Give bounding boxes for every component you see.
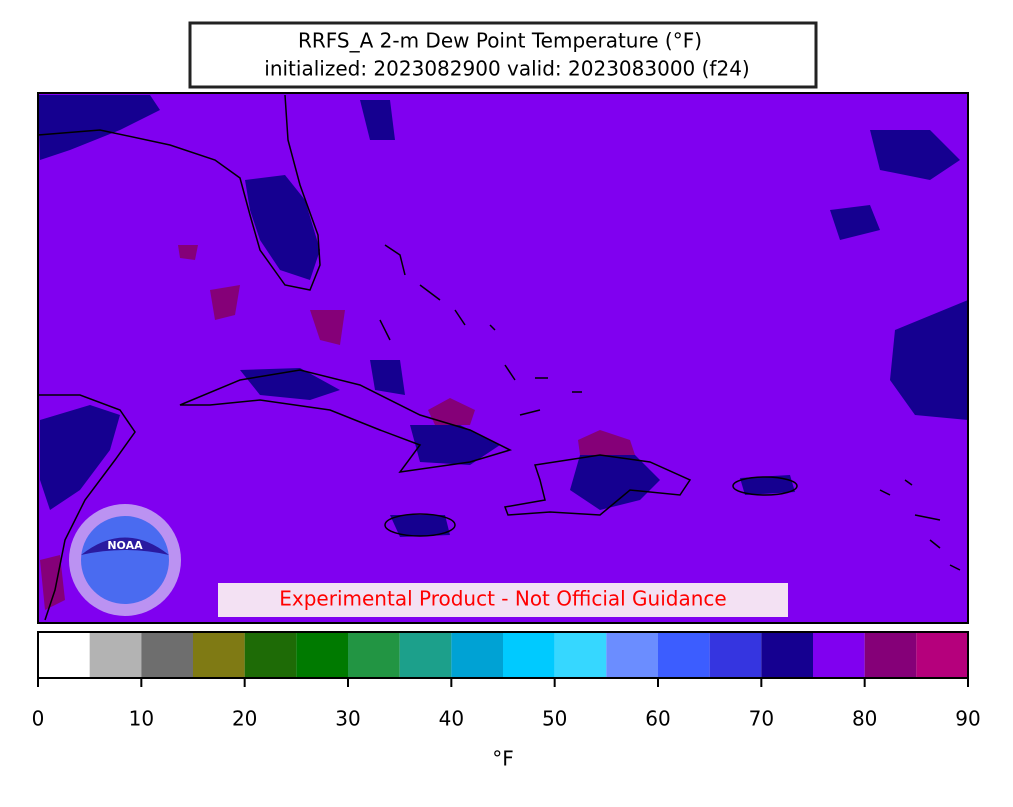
coastline: [37, 94, 321, 291]
colorbar-segment: [89, 632, 142, 678]
disclaimer: Experimental Product - Not Official Guid…: [279, 587, 726, 611]
map-background: [38, 93, 968, 623]
subtitle: initialized: 2023082900 valid: 202308300…: [264, 57, 749, 81]
patch: [890, 300, 968, 420]
patch: [360, 100, 395, 140]
colorbar-segment: [554, 632, 607, 678]
colorbar-segment: [761, 632, 813, 678]
map-area: NOAA Experimental Product - Not Official…: [37, 92, 969, 624]
coastline: [179, 369, 513, 473]
patch: [410, 425, 500, 465]
colorbar: 0 10 20 30 40 50 60 70 80 90: [32, 631, 981, 731]
colorbar-segment: [606, 632, 658, 678]
logo-bird: [81, 537, 169, 555]
coastline: [503, 454, 692, 516]
patch: [178, 245, 198, 260]
colorbar-segment: [503, 632, 555, 678]
colorbar-tick-label: 90: [955, 707, 980, 731]
title-box: [188, 21, 818, 89]
colorbar-segment: [916, 632, 968, 678]
colorbar-segment: [813, 632, 865, 678]
colorbar-segment: [399, 632, 452, 678]
colorbar-segment: [658, 632, 710, 678]
patch: [310, 310, 345, 345]
dewpoint-70s-areas: [38, 95, 968, 537]
colorbar-segment: [38, 632, 90, 678]
colorbar-tick-label: 10: [129, 707, 154, 731]
colorbar-frame: [37, 631, 969, 679]
colorbar-segment: [864, 632, 917, 678]
colorbar-tick-label: 60: [645, 707, 670, 731]
logo-text: NOAA: [107, 539, 143, 552]
colorbar-segment: [451, 632, 503, 678]
islands: [379, 244, 961, 571]
title: RRFS_A 2-m Dew Point Temperature (°F): [298, 29, 702, 53]
coastline: [732, 476, 798, 496]
colorbar-tick-label: 70: [749, 707, 774, 731]
patch: [38, 95, 160, 160]
colorbar-segment: [244, 632, 297, 678]
colorbar-tick-label: 30: [335, 707, 360, 731]
patch: [390, 515, 450, 537]
patch: [740, 475, 795, 495]
patch: [578, 430, 635, 455]
colorbar-segment: [296, 632, 348, 678]
colorbar-segment: [141, 632, 193, 678]
patch: [830, 205, 880, 240]
patch: [428, 398, 475, 425]
patch: [870, 130, 960, 180]
logo-inner: [81, 516, 169, 604]
patch: [570, 455, 660, 510]
patch: [370, 360, 405, 395]
coastline: [384, 513, 456, 537]
colorbar-segment: [193, 632, 245, 678]
colorbar-tick-label: 50: [542, 707, 567, 731]
patch: [245, 175, 320, 280]
colorbar-tick-label: 40: [439, 707, 464, 731]
colorbar-tick-label: 20: [232, 707, 257, 731]
colorbar-segment: [709, 632, 762, 678]
coastlines: [37, 94, 961, 621]
colorbar-label: °F: [492, 747, 514, 771]
disclaimer-box: [218, 583, 788, 617]
patch: [40, 405, 120, 510]
map-frame: [37, 92, 969, 624]
patch: [210, 285, 240, 320]
colorbar-segment: [348, 632, 400, 678]
coastline: [38, 394, 136, 621]
noaa-logo: NOAA: [69, 504, 181, 616]
colorbar-tick-label: 0: [32, 707, 45, 731]
colorbar-tick-label: 80: [852, 707, 877, 731]
